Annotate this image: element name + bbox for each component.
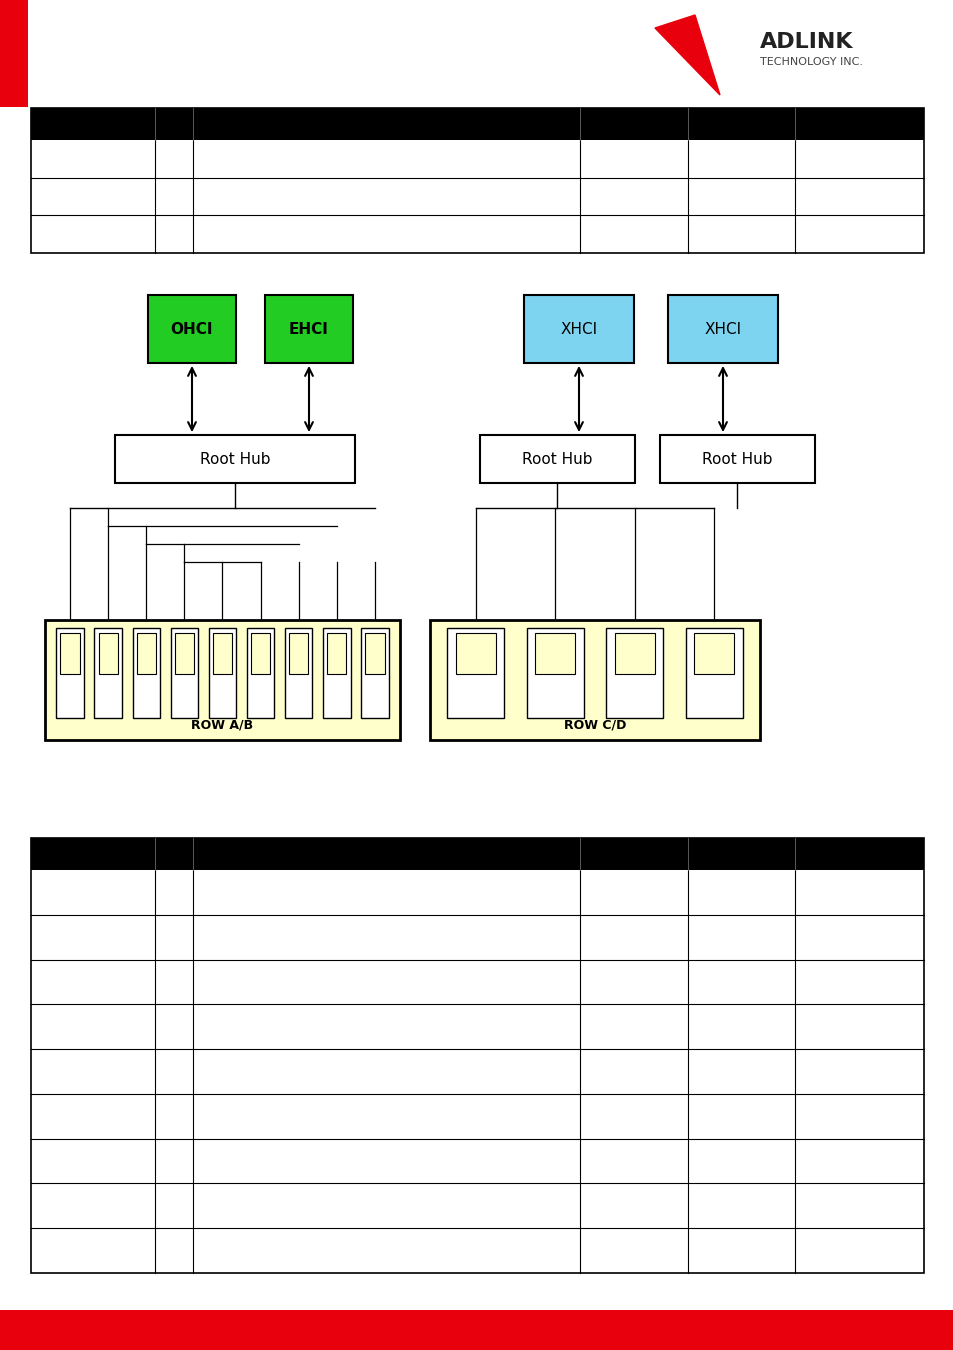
Bar	[289, 633, 308, 674]
Bar	[685, 628, 742, 718]
Polygon shape	[655, 15, 720, 95]
Bar	[30, 838, 923, 869]
Bar	[327, 633, 346, 674]
Bar	[30, 108, 923, 252]
Bar	[456, 633, 496, 674]
Bar	[171, 628, 198, 718]
Bar	[323, 628, 350, 718]
Bar	[0, 0, 28, 107]
Text: ROW C/D: ROW C/D	[563, 720, 625, 732]
Bar	[251, 633, 270, 674]
Bar	[148, 296, 235, 363]
Bar	[30, 108, 923, 140]
Bar	[659, 435, 814, 483]
Bar	[479, 435, 635, 483]
Bar	[523, 296, 634, 363]
Text: XHCI: XHCI	[703, 321, 740, 336]
Bar	[0, 1310, 953, 1350]
Bar	[667, 296, 778, 363]
Bar	[526, 628, 583, 718]
Text: TECHNOLOGY INC.: TECHNOLOGY INC.	[760, 57, 862, 68]
Text: OHCI: OHCI	[171, 321, 213, 336]
Bar	[535, 633, 575, 674]
Text: Root Hub: Root Hub	[521, 451, 592, 467]
Bar	[115, 435, 355, 483]
Bar	[447, 628, 504, 718]
Text: Root Hub: Root Hub	[701, 451, 772, 467]
Bar	[56, 628, 84, 718]
Bar	[430, 620, 760, 740]
Bar	[213, 633, 232, 674]
Bar	[614, 633, 654, 674]
Bar	[136, 633, 155, 674]
Bar	[94, 628, 122, 718]
Bar	[605, 628, 662, 718]
Bar	[265, 296, 353, 363]
Bar	[361, 628, 388, 718]
Bar	[30, 838, 923, 1273]
Bar	[132, 628, 160, 718]
Text: Root Hub: Root Hub	[199, 451, 270, 467]
Bar	[365, 633, 384, 674]
Text: ADLINK: ADLINK	[760, 32, 853, 53]
Text: ROW A/B: ROW A/B	[192, 720, 253, 732]
Bar	[209, 628, 236, 718]
Bar	[694, 633, 734, 674]
Bar	[60, 633, 80, 674]
Bar	[45, 620, 399, 740]
Bar	[285, 628, 313, 718]
Bar	[247, 628, 274, 718]
Text: XHCI: XHCI	[559, 321, 597, 336]
Bar	[174, 633, 193, 674]
Bar	[98, 633, 117, 674]
Text: EHCI: EHCI	[289, 321, 329, 336]
